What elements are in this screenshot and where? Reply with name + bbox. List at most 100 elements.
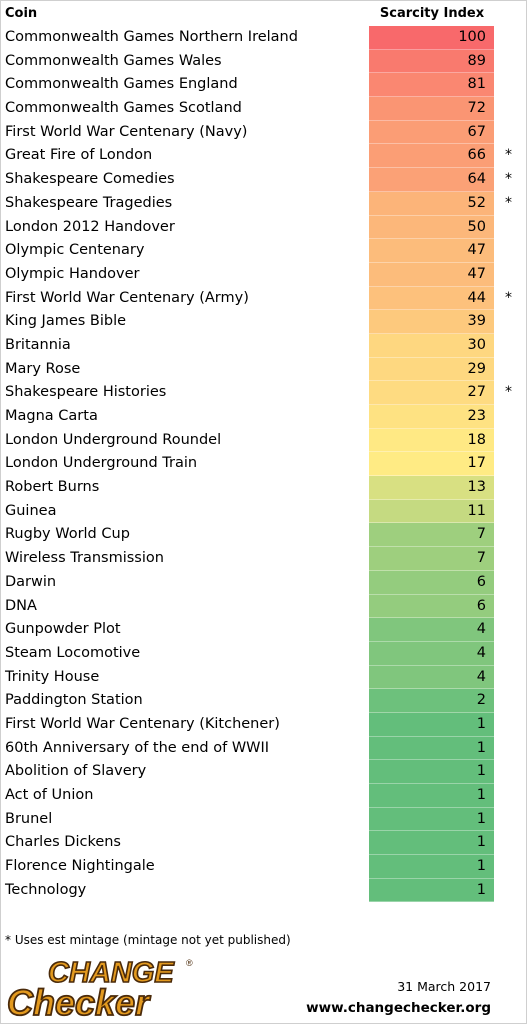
scarcity-index-cell: 4 — [369, 618, 494, 642]
coin-name: First World War Centenary (Army) — [5, 289, 249, 306]
table-row: Shakespeare Comedies 64 * — [0, 168, 527, 192]
scarcity-index-cell: 52 — [369, 191, 494, 216]
scarcity-index-cell: 100 — [369, 26, 494, 50]
scarcity-index-value: 1 — [476, 787, 486, 803]
scarcity-index-cell: 66 — [369, 144, 494, 169]
table-row: Olympic Centenary 47 — [0, 239, 527, 263]
coin-name: First World War Centenary (Navy) — [5, 123, 248, 140]
scarcity-index-cell: 47 — [369, 239, 494, 263]
coin-name: Steam Locomotive — [5, 644, 141, 661]
scarcity-index-value: 50 — [467, 218, 486, 235]
scarcity-index-cell: 4 — [369, 641, 494, 666]
scarcity-index-value: 2 — [476, 692, 486, 709]
scarcity-index-cell: 1 — [369, 831, 494, 856]
scarcity-index-value: 6 — [476, 573, 486, 590]
table-row: Technology 1 — [0, 878, 527, 903]
scarcity-index-cell: 7 — [369, 523, 494, 548]
scarcity-index-cell: 1 — [369, 855, 494, 879]
scarcity-index-cell: 4 — [369, 665, 494, 690]
scarcity-index-value: 1 — [476, 881, 486, 898]
scarcity-index-cell: 30 — [369, 333, 494, 358]
scarcity-index-value: 1 — [476, 715, 486, 732]
scarcity-index-value: 4 — [476, 644, 486, 661]
coin-name: 60th Anniversary of the end of WWII — [5, 739, 270, 756]
table-row: London Underground Train 17 — [0, 452, 527, 477]
scarcity-index-cell: 27 — [369, 381, 494, 405]
coin-name: Shakespeare Tragedies — [5, 194, 173, 211]
scarcity-index-cell: 72 — [369, 97, 494, 121]
table-row: Steam Locomotive 4 — [0, 641, 527, 666]
table-row: Great Fire of London 66 * — [0, 144, 527, 169]
scarcity-index-value: 1 — [476, 739, 486, 756]
coin-name: London 2012 Handover — [5, 218, 175, 235]
scarcity-index-cell: 1 — [369, 712, 494, 737]
scarcity-index-cell: 44 — [369, 286, 494, 311]
coin-name: Rugby World Cup — [5, 526, 130, 543]
scarcity-index-value: 29 — [467, 360, 486, 377]
table-row: First World War Centenary (Kitchener) 1 — [0, 712, 527, 737]
coin-name: Technology — [5, 881, 87, 898]
coin-name: Commonwealth Games Wales — [5, 52, 222, 69]
coin-name: Commonwealth Games England — [5, 76, 238, 93]
coin-name: Darwin — [5, 573, 57, 590]
scarcity-index-value: 1 — [476, 834, 486, 851]
scarcity-index-value: 7 — [476, 526, 486, 543]
scarcity-index-cell: 13 — [369, 476, 494, 500]
coin-column-header: Coin — [5, 6, 38, 21]
table-row: Shakespeare Tragedies 52 * — [0, 191, 527, 216]
table-row: London 2012 Handover 50 — [0, 215, 527, 240]
table-row: Shakespeare Histories 27 * — [0, 381, 527, 405]
scarcity-index-cell: 1 — [369, 807, 494, 832]
table-row: Darwin 6 — [0, 570, 527, 595]
table-row: Commonwealth Games Scotland 72 — [0, 97, 527, 121]
publish-date: 31 March 2017 — [397, 979, 491, 994]
table-row: Brunel 1 — [0, 807, 527, 832]
coin-name: Great Fire of London — [5, 147, 153, 164]
scarcity-index-cell: 17 — [369, 452, 494, 477]
scarcity-index-value: 27 — [467, 384, 486, 401]
table-row: Robert Burns 13 — [0, 476, 527, 500]
coin-name: Paddington Station — [5, 692, 143, 709]
scarcity-index-value: 39 — [467, 313, 486, 330]
change-checker-logo: CHANGE ® Checker — [6, 956, 193, 1021]
table-row: London Underground Roundel 18 — [0, 428, 527, 453]
scarcity-index-value: 1 — [476, 858, 486, 875]
table-row: Abolition of Slavery 1 — [0, 760, 527, 784]
scarcity-index-cell: 67 — [369, 120, 494, 145]
scarcity-index-value: 1 — [476, 810, 486, 827]
website-url[interactable]: www.changechecker.org — [306, 1000, 491, 1016]
coin-name: Brunel — [5, 810, 53, 827]
scarcity-table: Coin Scarcity Index Commonwealth Games N… — [0, 0, 527, 903]
table-row: Charles Dickens 1 — [0, 831, 527, 856]
table-row: Trinity House 4 — [0, 665, 527, 690]
table-row: Paddington Station 2 — [0, 689, 527, 713]
scarcity-index-cell: 47 — [369, 262, 494, 287]
scarcity-index-value: 30 — [467, 336, 486, 353]
scarcity-index-cell: 89 — [369, 49, 494, 74]
coin-name: London Underground Roundel — [5, 431, 222, 448]
table-row: Florence Nightingale 1 — [0, 855, 527, 879]
table-row: Rugby World Cup 7 — [0, 523, 527, 548]
coin-name: Mary Rose — [5, 360, 81, 377]
coin-name: Trinity House — [5, 668, 100, 685]
scarcity-index-value: 52 — [467, 194, 486, 211]
scarcity-index-cell: 11 — [369, 499, 494, 524]
table-row: King James Bible 39 — [0, 310, 527, 334]
scarcity-index-value: 67 — [467, 123, 486, 140]
scarcity-index-cell: 7 — [369, 547, 494, 571]
scarcity-index-cell: 29 — [369, 357, 494, 382]
logo-registered-mark: ® — [186, 958, 193, 968]
scarcity-index-value: 4 — [476, 621, 486, 638]
table-header: Coin Scarcity Index — [0, 0, 527, 26]
scarcity-index-cell: 64 — [369, 168, 494, 192]
scarcity-index-value: 1 — [476, 763, 486, 780]
scarcity-index-value: 4 — [476, 668, 486, 685]
coin-name: Act of Union — [5, 787, 94, 803]
table-row: Commonwealth Games Wales 89 — [0, 49, 527, 74]
scarcity-index-value: 81 — [467, 76, 486, 93]
coin-name: Gunpowder Plot — [5, 621, 121, 638]
coin-name: Robert Burns — [5, 479, 100, 496]
table-row: Commonwealth Games England 81 — [0, 73, 527, 98]
table-row: Wireless Transmission 7 — [0, 547, 527, 571]
table-row: Commonwealth Games Northern Ireland 100 — [0, 26, 527, 50]
